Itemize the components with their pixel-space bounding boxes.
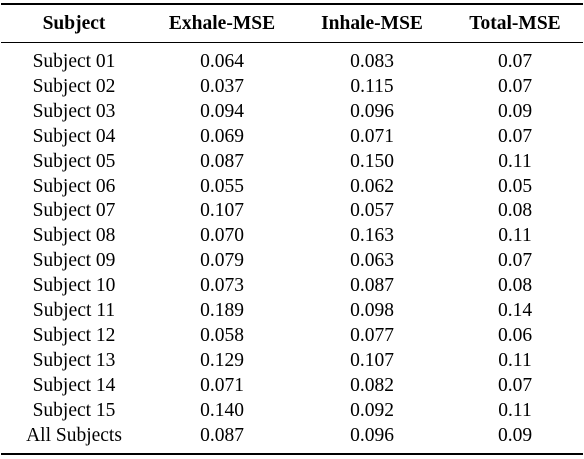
cell-total-mse: 0.09 xyxy=(497,424,533,446)
cell-subject: Subject 02 xyxy=(32,75,116,97)
cell-total-mse: 0.11 xyxy=(498,399,532,421)
cell-inhale-mse: 0.082 xyxy=(350,374,394,396)
table-row: Subject 14 0.071 0.082 0.07 xyxy=(1,374,583,399)
mse-results-table: Subject Exhale-MSE Inhale-MSE Total-MSE … xyxy=(1,3,583,455)
cell-exhale-mse: 0.079 xyxy=(200,250,244,272)
table-row: Subject 07 0.107 0.057 0.08 xyxy=(1,199,583,224)
cell-total-mse: 0.07 xyxy=(497,374,533,396)
cell-inhale-mse: 0.077 xyxy=(350,324,394,346)
cell-exhale-mse: 0.189 xyxy=(200,300,244,322)
cell-exhale-mse: 0.064 xyxy=(200,51,244,72)
cell-inhale-mse: 0.087 xyxy=(350,275,394,297)
cell-exhale-mse: 0.037 xyxy=(200,75,244,97)
header-subject: Subject xyxy=(42,13,106,34)
cell-subject: Subject 15 xyxy=(32,399,116,421)
table-row: Subject 05 0.087 0.150 0.11 xyxy=(1,150,583,175)
cell-subject: Subject 09 xyxy=(32,250,116,272)
header-total-mse: Total-MSE xyxy=(469,13,561,34)
cell-total-mse: 0.09 xyxy=(497,100,533,122)
table-row: Subject 04 0.069 0.071 0.07 xyxy=(1,125,583,150)
cell-total-mse: 0.07 xyxy=(497,250,533,272)
cell-exhale-mse: 0.140 xyxy=(200,399,244,421)
cell-exhale-mse: 0.129 xyxy=(200,349,244,371)
cell-exhale-mse: 0.073 xyxy=(200,275,244,297)
cell-total-mse: 0.11 xyxy=(498,150,532,172)
cell-subject: All Subjects xyxy=(26,424,122,446)
cell-subject: Subject 10 xyxy=(32,275,116,297)
cell-exhale-mse: 0.071 xyxy=(200,374,244,396)
cell-total-mse: 0.05 xyxy=(497,175,533,197)
table-row: Subject 08 0.070 0.163 0.11 xyxy=(1,224,583,249)
table-body: Subject 01 0.064 0.083 0.07 Subject 02 0.037 0… xyxy=(1,43,583,454)
cell-total-mse: 0.08 xyxy=(497,275,533,297)
cell-subject: Subject 04 xyxy=(32,125,116,147)
cell-inhale-mse: 0.062 xyxy=(350,175,394,197)
cell-inhale-mse: 0.092 xyxy=(350,399,394,421)
cell-total-mse: 0.14 xyxy=(497,300,533,322)
table-row: Subject 15 0.140 0.092 0.11 xyxy=(1,399,583,424)
cell-subject: Subject 07 xyxy=(32,200,116,222)
cell-inhale-mse: 0.083 xyxy=(350,51,394,72)
cell-inhale-mse: 0.096 xyxy=(350,100,394,122)
cell-subject: Subject 05 xyxy=(32,150,116,172)
cell-exhale-mse: 0.094 xyxy=(200,100,244,122)
cell-total-mse: 0.06 xyxy=(497,324,533,346)
cell-total-mse: 0.07 xyxy=(497,125,533,147)
table-row: Subject 02 0.037 0.115 0.07 xyxy=(1,75,583,100)
cell-total-mse: 0.07 xyxy=(497,75,533,97)
table-header-row: Subject Exhale-MSE Inhale-MSE Total-MSE xyxy=(1,4,583,43)
cell-subject: Subject 11 xyxy=(32,300,116,322)
table-row: Subject 10 0.073 0.087 0.08 xyxy=(1,274,583,299)
cell-inhale-mse: 0.163 xyxy=(350,225,394,247)
header-inhale-mse: Inhale-MSE xyxy=(321,13,423,34)
cell-exhale-mse: 0.087 xyxy=(200,424,244,446)
cell-subject: Subject 14 xyxy=(32,374,116,396)
table-summary-row: All Subjects 0.087 0.096 0.09 xyxy=(1,424,583,454)
table-row: Subject 12 0.058 0.077 0.06 xyxy=(1,324,583,349)
cell-inhale-mse: 0.057 xyxy=(350,200,394,222)
header-exhale-mse: Exhale-MSE xyxy=(168,13,276,34)
table-row: Subject 09 0.079 0.063 0.07 xyxy=(1,249,583,274)
cell-exhale-mse: 0.069 xyxy=(200,125,244,147)
cell-inhale-mse: 0.107 xyxy=(350,349,394,371)
cell-exhale-mse: 0.058 xyxy=(200,324,244,346)
table-row: Subject 11 0.189 0.098 0.14 xyxy=(1,299,583,324)
cell-subject: Subject 12 xyxy=(32,324,116,346)
cell-inhale-mse: 0.098 xyxy=(350,300,394,322)
cell-inhale-mse: 0.063 xyxy=(350,250,394,272)
cell-inhale-mse: 0.150 xyxy=(350,150,394,172)
cell-inhale-mse: 0.096 xyxy=(350,424,394,446)
table-row: Subject 01 0.064 0.083 0.07 xyxy=(1,43,583,75)
table-row: Subject 03 0.094 0.096 0.09 xyxy=(1,100,583,125)
cell-subject: Subject 13 xyxy=(32,349,116,371)
cell-inhale-mse: 0.071 xyxy=(350,125,394,147)
cell-total-mse: 0.11 xyxy=(498,225,532,247)
cell-subject: Subject 08 xyxy=(32,225,116,247)
cell-exhale-mse: 0.070 xyxy=(200,225,244,247)
cell-inhale-mse: 0.115 xyxy=(350,75,394,97)
table-container: Subject Exhale-MSE Inhale-MSE Total-MSE … xyxy=(0,3,584,459)
cell-subject: Subject 06 xyxy=(32,175,116,197)
cell-total-mse: 0.08 xyxy=(497,200,533,222)
cell-exhale-mse: 0.087 xyxy=(200,150,244,172)
cell-exhale-mse: 0.055 xyxy=(200,175,244,197)
cell-total-mse: 0.11 xyxy=(498,349,532,371)
table-row: Subject 13 0.129 0.107 0.11 xyxy=(1,349,583,374)
cell-exhale-mse: 0.107 xyxy=(200,200,244,222)
cell-subject: Subject 01 xyxy=(32,51,116,72)
table-row: Subject 06 0.055 0.062 0.05 xyxy=(1,175,583,200)
cell-total-mse: 0.07 xyxy=(497,51,533,72)
cell-subject: Subject 03 xyxy=(32,100,116,122)
